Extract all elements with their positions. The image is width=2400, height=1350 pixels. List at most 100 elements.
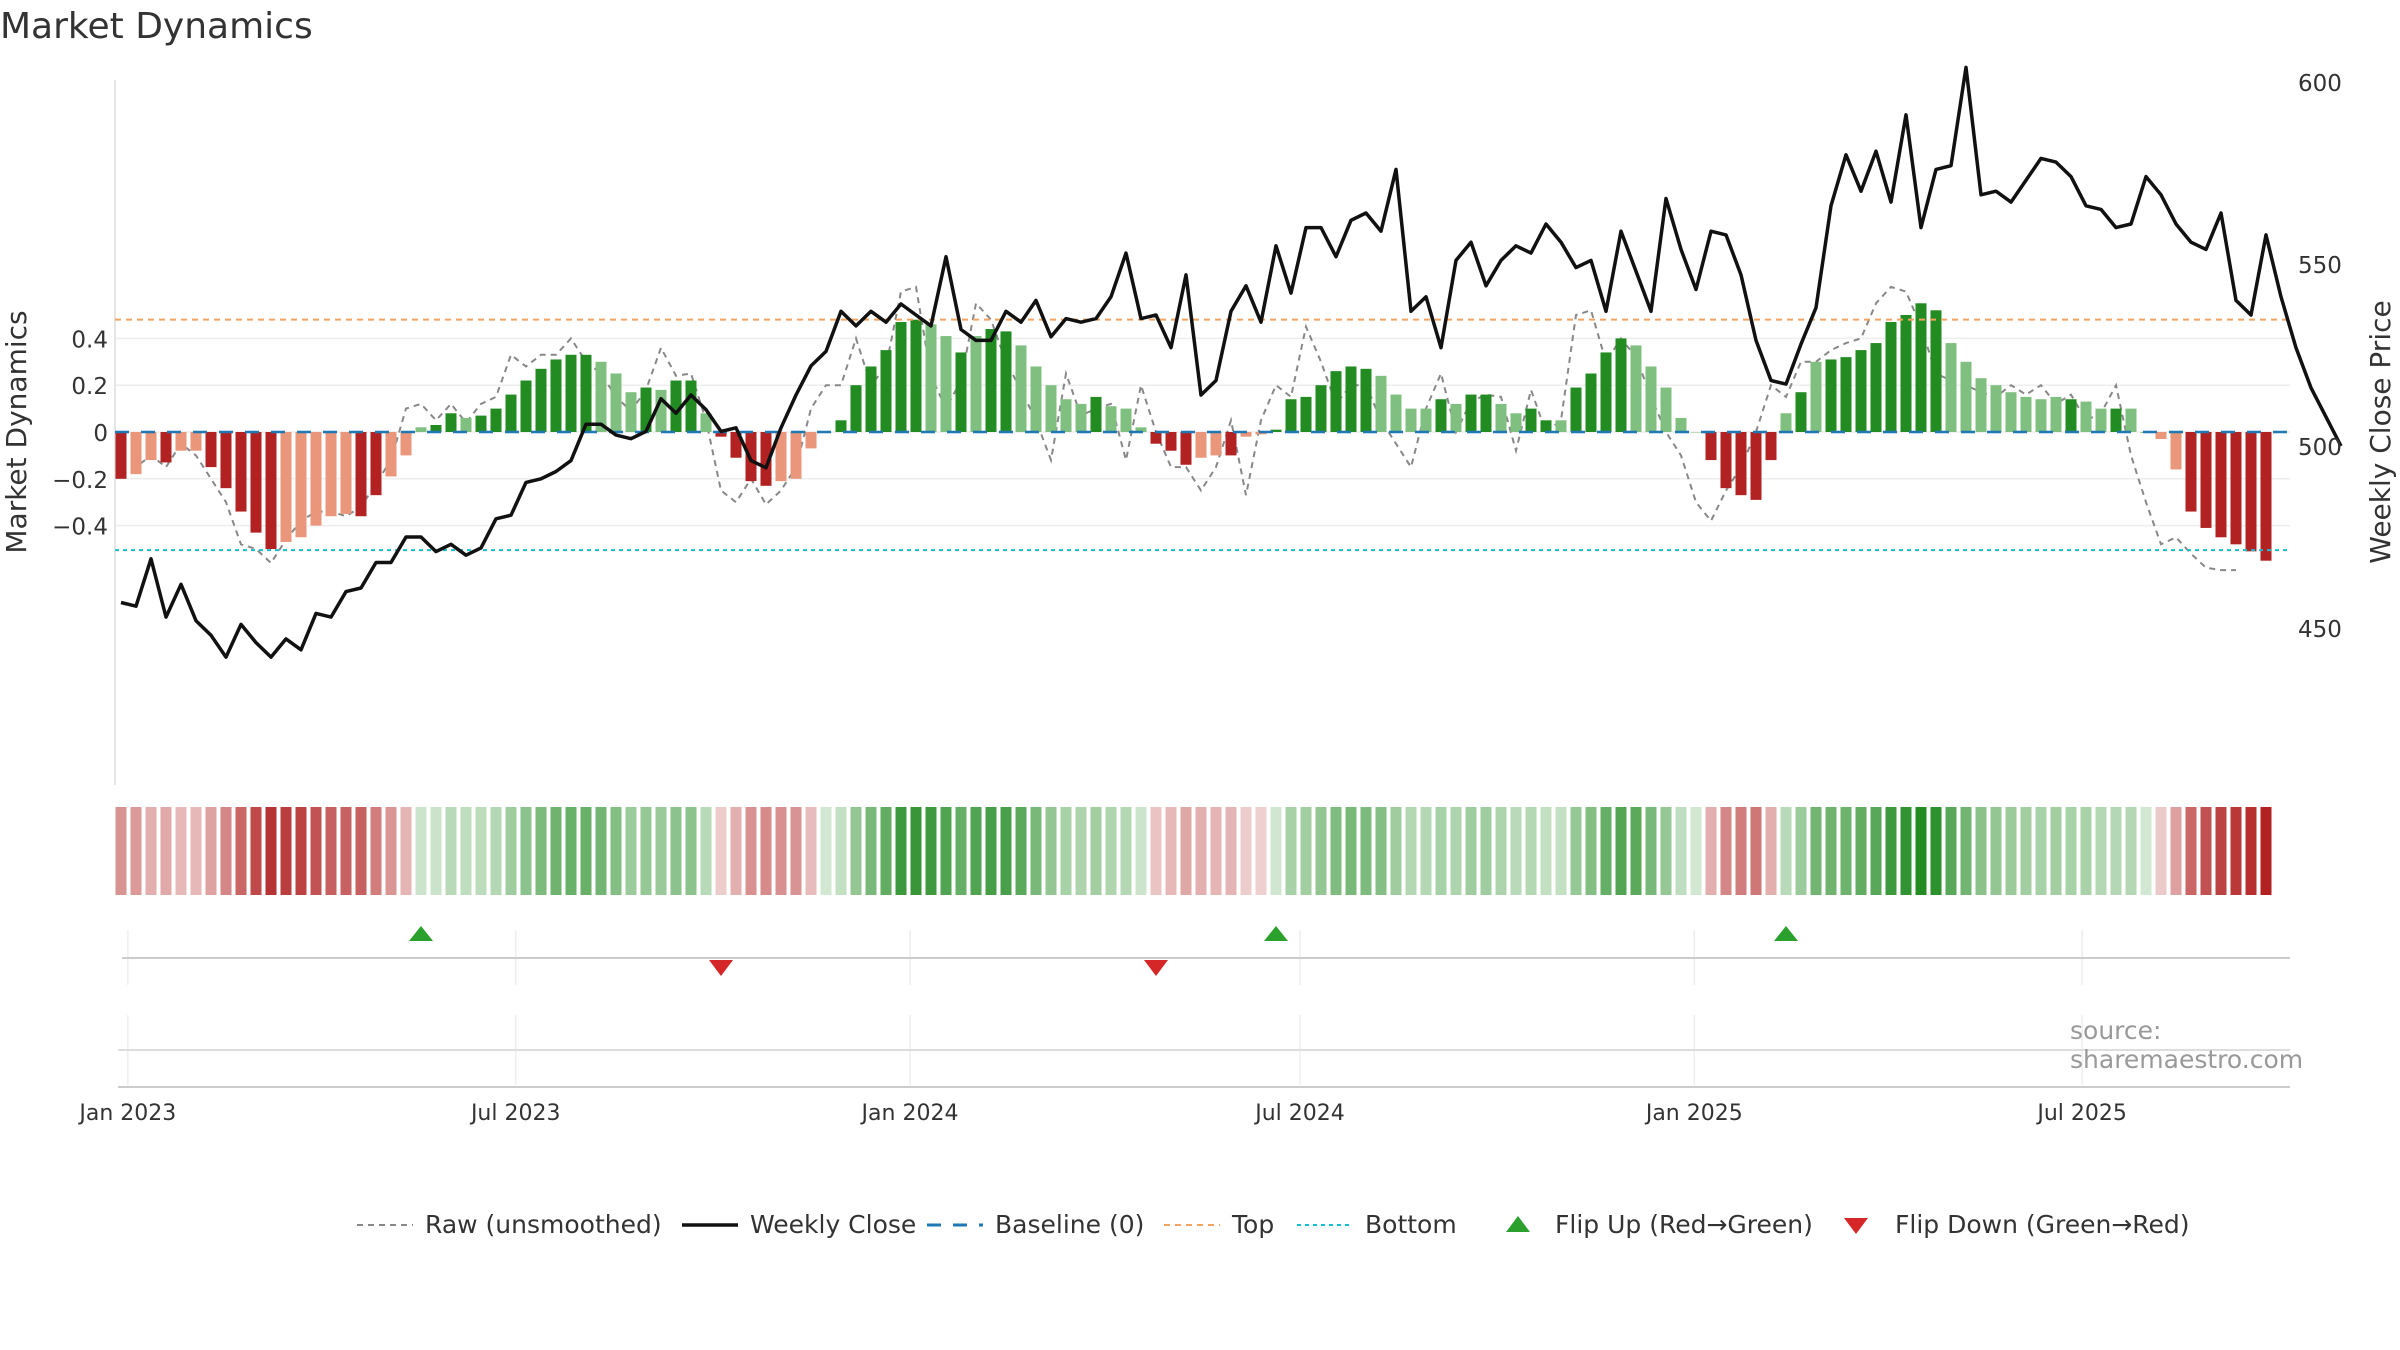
legend-flip-down-marker [1844, 1218, 1868, 1234]
heat-cell [145, 807, 157, 895]
heat-cell [235, 807, 247, 895]
dynamics-bar [160, 432, 172, 463]
heat-cell [2185, 807, 2197, 895]
heat-cell [2170, 807, 2182, 895]
dynamics-bar [1855, 350, 1867, 432]
y-right-tick-label: 450 [2298, 617, 2342, 643]
close-series-line [120, 65, 2343, 659]
dynamics-bar [940, 336, 952, 432]
heat-cell [445, 807, 457, 895]
heat-cell [520, 807, 532, 895]
dynamics-bar [1540, 420, 1552, 432]
dynamics-bar [370, 432, 382, 496]
heat-cell [595, 807, 607, 895]
dynamics-bar [2065, 399, 2077, 432]
y-left-axis-label: Market Dynamics [0, 310, 33, 553]
dynamics-bar [1780, 413, 1792, 432]
heat-cell [775, 807, 787, 895]
heat-cell [565, 807, 577, 895]
heat-cell [925, 807, 937, 895]
legend-label-top: Top [1232, 1210, 1275, 1239]
heat-cell [1330, 807, 1342, 895]
heat-cell [385, 807, 397, 895]
legend-swatch-bottom [1297, 1224, 1353, 1226]
heat-cell [2095, 807, 2107, 895]
heat-cell [190, 807, 202, 895]
y-left-tick-label: 0 [93, 421, 108, 447]
dynamics-bar [235, 432, 247, 512]
heat-cell [670, 807, 682, 895]
heat-cell [700, 807, 712, 895]
heat-cell [1495, 807, 1507, 895]
dynamics-bar [145, 432, 157, 461]
heat-cell [805, 807, 817, 895]
dynamics-bar [340, 432, 352, 514]
axis-labels: 0.4 0.2 0 −0.2 −0.4 600 550 500 450 Market Dynami… [0, 71, 2397, 643]
dynamics-bar [610, 373, 622, 432]
heat-cell [1450, 807, 1462, 895]
dynamics-bar [2215, 432, 2227, 538]
dynamics-bar [280, 432, 292, 542]
dynamics-bar [175, 432, 187, 451]
dynamics-bar [1000, 331, 1012, 432]
heat-cell [1210, 807, 1222, 895]
heat-cell [415, 807, 427, 895]
flip-down-marker [709, 960, 733, 976]
heat-cell [1540, 807, 1552, 895]
heat-cell [130, 807, 142, 895]
heat-cell [1915, 807, 1927, 895]
y-left-tick-label: −0.2 [52, 468, 108, 494]
dynamics-bar [2170, 432, 2182, 470]
heat-cell [1360, 807, 1372, 895]
y-left-tick-label: 0.4 [71, 327, 108, 353]
dynamics-bar [1720, 432, 1732, 489]
dynamics-bar [1180, 432, 1192, 465]
x-tick-label: Jan 2024 [860, 1101, 959, 1126]
heat-cell [1195, 807, 1207, 895]
heat-cell [1135, 807, 1147, 895]
x-tick-label: Jan 2025 [1644, 1101, 1743, 1126]
heat-cell [1735, 807, 1747, 895]
heat-cell [850, 807, 862, 895]
legend-label-close: Weekly Close [750, 1210, 917, 1239]
heat-cell [610, 807, 622, 895]
y-right-axis-label: Weekly Close Price [2364, 300, 2397, 563]
legend-swatch-raw [357, 1224, 413, 1226]
dynamics-bar [1465, 394, 1477, 432]
dynamics-bar [2035, 399, 2047, 432]
dynamics-bar [2230, 432, 2242, 545]
heat-cell [1930, 807, 1942, 895]
legend-label-baseline: Baseline (0) [995, 1210, 1145, 1239]
heat-cell [1435, 807, 1447, 895]
heat-cell [340, 807, 352, 895]
heat-cell [955, 807, 967, 895]
heat-cell [985, 807, 997, 895]
heat-cell [2125, 807, 2137, 895]
dynamics-bar [625, 392, 637, 432]
dynamics-bar [1135, 427, 1147, 432]
dynamics-bar [535, 368, 547, 432]
heat-cell [640, 807, 652, 895]
y-right-tick-label: 500 [2298, 435, 2342, 461]
dynamics-bar [805, 432, 817, 449]
dynamics-bar [910, 319, 922, 432]
legend-swatch-top [1164, 1224, 1220, 1226]
dynamics-bar [1450, 403, 1462, 432]
legend-label-bottom: Bottom [1365, 1210, 1457, 1239]
dynamics-bar [1630, 345, 1642, 432]
heat-cell [1975, 807, 1987, 895]
heat-cell [1465, 807, 1477, 895]
heat-cell [1240, 807, 1252, 895]
dynamics-bar [685, 380, 697, 432]
heat-cell [1570, 807, 1582, 895]
dynamics-bar [550, 359, 562, 432]
dynamics-bar [1990, 385, 2002, 432]
heat-cell [2140, 807, 2152, 895]
dynamics-bar [1645, 366, 1657, 432]
dynamics-bar [400, 432, 412, 456]
x-tick-label: Jul 2024 [1253, 1101, 1345, 1126]
heat-cell [745, 807, 757, 895]
dynamics-bar [970, 336, 982, 432]
dynamics-bar [430, 424, 442, 432]
heat-cell [550, 807, 562, 895]
